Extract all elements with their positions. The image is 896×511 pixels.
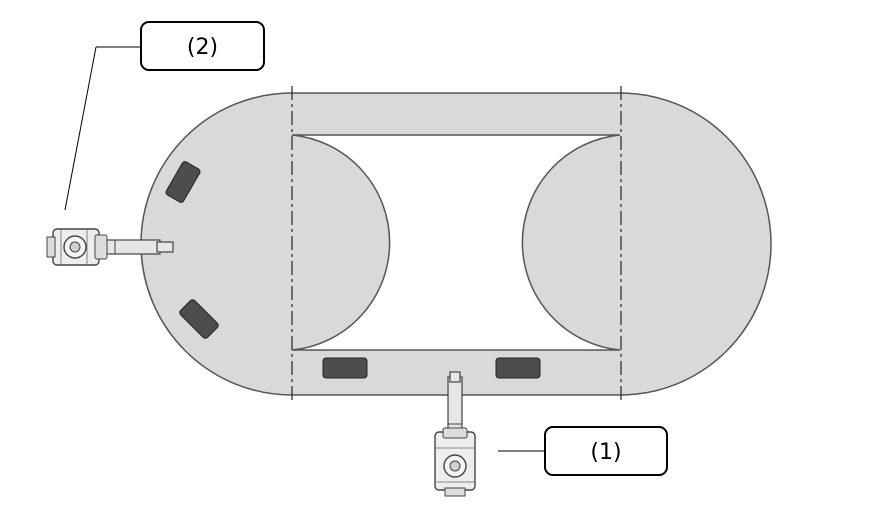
callout-leader-2 <box>64 46 97 211</box>
callout-label-1: (1) <box>590 440 621 465</box>
oval-track <box>140 92 772 396</box>
industrial-robot-icon <box>46 228 174 266</box>
industrial-robot-icon <box>434 371 476 497</box>
workpiece-carrier-icon <box>179 299 219 339</box>
callout-label-2: (2) <box>187 35 218 60</box>
callout-box-2 <box>140 21 265 71</box>
workpiece-carrier-icon <box>165 161 201 203</box>
callout-box-1 <box>544 426 668 476</box>
workpiece-carrier-icon <box>322 357 368 379</box>
workpiece-carrier-icon <box>495 357 541 379</box>
